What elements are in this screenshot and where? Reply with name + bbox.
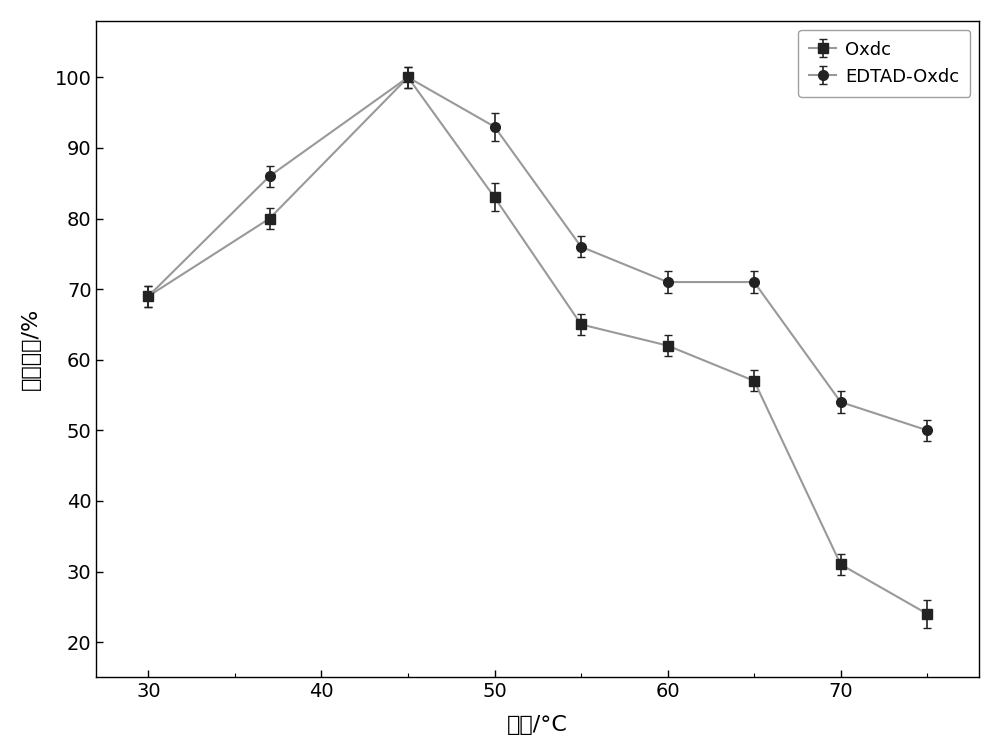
- X-axis label: 温度/°C: 温度/°C: [507, 715, 568, 735]
- Y-axis label: 相对酶活/%: 相对酶活/%: [21, 308, 41, 390]
- Legend: Oxdc, EDTAD-Oxdc: Oxdc, EDTAD-Oxdc: [798, 29, 970, 97]
